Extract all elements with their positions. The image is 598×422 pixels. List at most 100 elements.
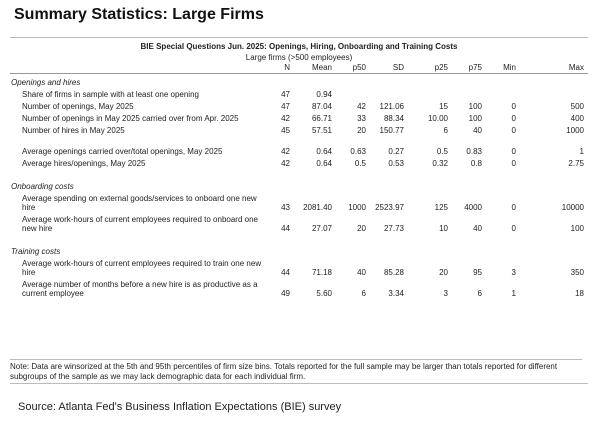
cell: 40 [473, 224, 482, 233]
source: Source: Atlanta Fed's Business Inflation… [18, 401, 342, 413]
cell: 42 [357, 102, 366, 111]
data-row: Average spending on external goods/servi… [10, 193, 588, 214]
cell: 6 [361, 289, 366, 298]
cell: 88.34 [383, 114, 404, 123]
row-label: Average hires/openings, May 2025 [22, 159, 146, 168]
cell: 49 [281, 289, 290, 298]
column-header: p50 [336, 62, 370, 74]
data-row: Number of openings in May 2025 carried o… [10, 113, 588, 125]
cell: 2081.40 [303, 203, 332, 212]
cell: 85.28 [383, 268, 404, 277]
cell: 150.77 [379, 126, 404, 135]
cell: 3.34 [388, 289, 404, 298]
cell: 6 [443, 126, 448, 135]
column-header: p75 [452, 62, 486, 74]
cell: 10.00 [427, 114, 448, 123]
cell: 47 [281, 90, 290, 99]
cell: 10000 [561, 203, 584, 212]
cell: 0.8 [470, 159, 482, 168]
cell: 1 [579, 147, 584, 156]
header-blank [10, 62, 272, 74]
data-row: Number of hires in May 2025 45 57.51 20 150.… [10, 125, 588, 137]
section-row: Training costs [10, 235, 588, 258]
column-header: SD [370, 62, 408, 74]
row-label: Number of openings, May 2025 [22, 102, 134, 111]
cell: 18 [575, 289, 584, 298]
column-header: N [272, 62, 294, 74]
cell: 400 [570, 114, 584, 123]
cell: 2.75 [568, 159, 584, 168]
cell: 66.71 [311, 114, 332, 123]
row-label: Number of openings in May 2025 carried o… [22, 114, 239, 123]
note: Note: Data are winsorized at the 5th and… [10, 359, 582, 382]
cell: 6 [477, 289, 482, 298]
cell: 27.73 [383, 224, 404, 233]
stats-table: N Mean p50 SD p25 p75 Min Max Openings and hire… [10, 62, 588, 300]
data-row: Number of openings, May 2025 47 87.04 42 121… [10, 101, 588, 113]
data-row: Average number of months before a new hi… [10, 279, 588, 300]
cell: 0 [511, 114, 516, 123]
cell: 0 [511, 159, 516, 168]
cell: 20 [357, 126, 366, 135]
data-row: Average work-hours of current employees … [10, 258, 588, 279]
column-header: Min [486, 62, 520, 74]
table-subtitle: Large firms (>500 employees) [245, 53, 353, 62]
cell: 0.5 [354, 159, 366, 168]
column-header: Max [520, 62, 588, 74]
cell [486, 89, 520, 101]
cell: 0.64 [316, 147, 332, 156]
cell: 0 [511, 203, 516, 212]
cell: 40 [357, 268, 366, 277]
data-row: Average hires/openings, May 2025 42 0.64 0.… [10, 158, 588, 170]
row-label: Average work-hours of current employees … [22, 215, 258, 233]
cell: 57.51 [311, 126, 332, 135]
cell: 0 [511, 102, 516, 111]
cell: 15 [439, 102, 448, 111]
section-heading: Openings and hires [11, 78, 81, 87]
section-heading: Training costs [11, 247, 61, 256]
cell: 350 [570, 268, 584, 277]
row-label: Average number of months before a new hi… [22, 280, 258, 298]
cell: 44 [281, 268, 290, 277]
cell: 0.53 [388, 159, 404, 168]
cell: 100 [570, 224, 584, 233]
cell: 42 [281, 114, 290, 123]
cell: 5.60 [316, 289, 332, 298]
cell: 27.07 [311, 224, 332, 233]
column-header: p25 [408, 62, 452, 74]
cell: 1000 [348, 203, 366, 212]
cell: 500 [570, 102, 584, 111]
cell: 0.83 [466, 147, 482, 156]
data-row: Share of firms in sample with at least o… [10, 89, 588, 101]
cell: 0 [511, 126, 516, 135]
cell: 42 [281, 159, 290, 168]
cell: 3 [511, 268, 516, 277]
cell: 0.64 [316, 159, 332, 168]
cell: 1000 [566, 126, 584, 135]
table-box: BIE Special Questions Jun. 2025: Opening… [10, 37, 588, 384]
cell [336, 89, 370, 101]
section-row: Onboarding costs [10, 170, 588, 193]
cell: 0.63 [350, 147, 366, 156]
section-row: Openings and hires [10, 74, 588, 90]
cell: 0 [511, 224, 516, 233]
cell: 0.94 [316, 90, 332, 99]
cell: 0.5 [436, 147, 448, 156]
cell [520, 89, 588, 101]
title: Summary Statistics: Large Firms [14, 6, 264, 23]
cell: 43 [281, 203, 290, 212]
cell: 121.06 [379, 102, 404, 111]
cell: 33 [357, 114, 366, 123]
data-row: Average openings carried over/total open… [10, 137, 588, 158]
cell: 0.27 [388, 147, 404, 156]
cell: 4000 [464, 203, 482, 212]
cell: 95 [473, 268, 482, 277]
row-label: Average work-hours of current employees … [22, 259, 262, 277]
cell: 47 [281, 102, 290, 111]
cell [370, 89, 408, 101]
cell: 42 [281, 147, 290, 156]
column-header: Mean [294, 62, 336, 74]
cell: 40 [473, 126, 482, 135]
row-label: Average openings carried over/total open… [22, 147, 223, 156]
